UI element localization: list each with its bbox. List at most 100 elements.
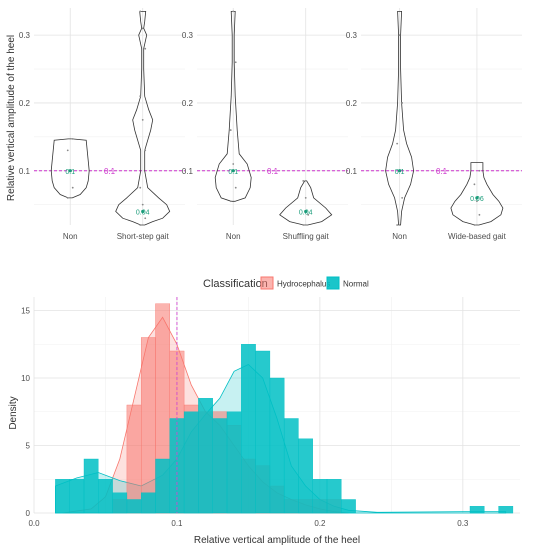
violin-y-axis-label: Relative vertical amplitude of the heel <box>6 35 17 201</box>
x-tick-label: 0.0 <box>28 519 40 528</box>
histogram-bar-normal <box>298 438 313 514</box>
histogram-x-axis-label: Relative vertical amplitude of the heel <box>194 535 360 546</box>
x-category-label: Non <box>63 232 78 241</box>
histogram-bar-normal <box>241 344 256 514</box>
x-tick-label: 0.1 <box>171 519 183 528</box>
violin-panel-2: 0.1 0.2 0.3 0.1 0.1 Non 0.04 Shuffling gait <box>182 8 348 241</box>
data-point <box>141 27 144 30</box>
legend-swatch-hydrocephalus <box>260 276 274 290</box>
median-point <box>398 169 402 173</box>
data-point <box>476 200 478 203</box>
x-category-label: Wide-based gait <box>448 232 507 241</box>
data-point <box>478 213 481 216</box>
data-point <box>66 196 69 199</box>
median-label: 0.04 <box>299 209 313 216</box>
data-point <box>144 217 147 220</box>
median-point <box>304 209 308 214</box>
histogram-bar-normal <box>469 506 485 514</box>
y-tick-label: 0.1 <box>346 167 358 176</box>
x-category-label: Shuffling gait <box>283 232 330 241</box>
reference-line-label: 0.1 <box>267 167 279 176</box>
histogram-bar-hydrocephalus <box>140 337 156 514</box>
violin-shape <box>50 138 90 199</box>
median-label: 0.1 <box>228 169 238 176</box>
histogram-bar-normal <box>83 458 99 514</box>
data-point <box>139 10 142 13</box>
median-point <box>141 209 145 214</box>
data-point <box>478 169 481 172</box>
legend-label-hydrocephalus: Hydrocephalus <box>277 280 330 289</box>
x-tick-label: 0.2 <box>314 519 326 528</box>
histogram-bar-normal <box>98 479 113 514</box>
x-tick-label: 0.3 <box>457 519 469 528</box>
legend-title: Classification <box>203 278 268 290</box>
y-tick-label: 0.2 <box>19 99 31 108</box>
reference-line-label: 0.1 <box>436 167 448 176</box>
y-tick-label: 0.3 <box>182 31 194 40</box>
data-point <box>307 213 310 216</box>
y-tick-label: 0.2 <box>182 99 194 108</box>
legend-label-normal: Normal <box>343 280 369 289</box>
violin-shape <box>450 162 504 226</box>
data-point <box>139 186 142 189</box>
data-point <box>66 149 69 152</box>
histogram-bar-normal <box>126 499 142 514</box>
histogram-bar-normal <box>140 492 156 514</box>
data-point <box>396 224 399 226</box>
data-point <box>229 200 232 203</box>
data-point <box>302 224 305 226</box>
histogram-bar-normal <box>55 479 70 514</box>
median-label: 0.1 <box>395 169 405 176</box>
y-tick-label: 10 <box>21 374 30 383</box>
median-label: 0.1 <box>65 169 75 176</box>
data-point <box>144 149 147 152</box>
data-point <box>234 61 237 64</box>
histogram-bar-normal <box>212 418 228 514</box>
histogram-bar-normal <box>226 411 242 514</box>
histogram-y-axis-label: Density <box>8 396 19 429</box>
y-tick-label: 0.3 <box>346 31 358 40</box>
histogram-bar-normal <box>326 479 342 514</box>
data-point <box>139 95 142 98</box>
histogram-bar-normal <box>255 350 271 514</box>
data-point <box>71 137 74 140</box>
y-tick-label: 0.3 <box>19 31 31 40</box>
y-tick-label: 0.1 <box>19 167 31 176</box>
x-category-label: Non <box>392 232 407 241</box>
histogram-bar-normal <box>183 411 199 514</box>
histogram-bar-normal <box>283 418 299 514</box>
median-label: 0.06 <box>470 196 484 203</box>
data-point <box>139 224 142 226</box>
data-point <box>232 10 235 13</box>
data-point <box>234 186 237 189</box>
legend-swatch-normal <box>326 276 340 290</box>
y-tick-label: 0.1 <box>182 167 194 176</box>
x-category-label: Non <box>226 232 241 241</box>
median-point <box>68 169 72 173</box>
data-point <box>396 142 399 145</box>
reference-line-label: 0.1 <box>104 167 116 176</box>
median-label: 0.04 <box>136 209 150 216</box>
histogram-bar-normal <box>69 479 85 514</box>
data-point <box>302 180 305 182</box>
histogram-bar-normal <box>341 499 356 514</box>
data-point <box>141 118 144 121</box>
histogram-bar-normal <box>269 377 285 514</box>
y-tick-label: 0.2 <box>346 99 358 108</box>
x-category-label: Short-step gait <box>117 232 170 241</box>
violin-panel-3: 0.1 0.2 0.3 0.1 0.1 Non 0.06 Wide-based gait <box>346 8 522 241</box>
violin-shape <box>279 180 333 226</box>
data-point <box>71 186 74 189</box>
data-point <box>473 183 476 186</box>
y-tick-label: 0 <box>26 509 31 518</box>
data-point <box>144 47 147 50</box>
data-point <box>401 102 404 104</box>
data-point <box>473 224 476 226</box>
y-tick-label: 15 <box>21 307 30 316</box>
violin-shape <box>385 11 415 226</box>
histogram-bar-normal <box>112 492 128 514</box>
histogram-bar-hydrocephalus <box>126 404 142 514</box>
histogram-bar-normal <box>198 398 213 514</box>
violin-panels: 0.1 0.2 0.3 0.1 0.1 Non 0.04 Short-step gait 0.1… <box>19 8 522 241</box>
